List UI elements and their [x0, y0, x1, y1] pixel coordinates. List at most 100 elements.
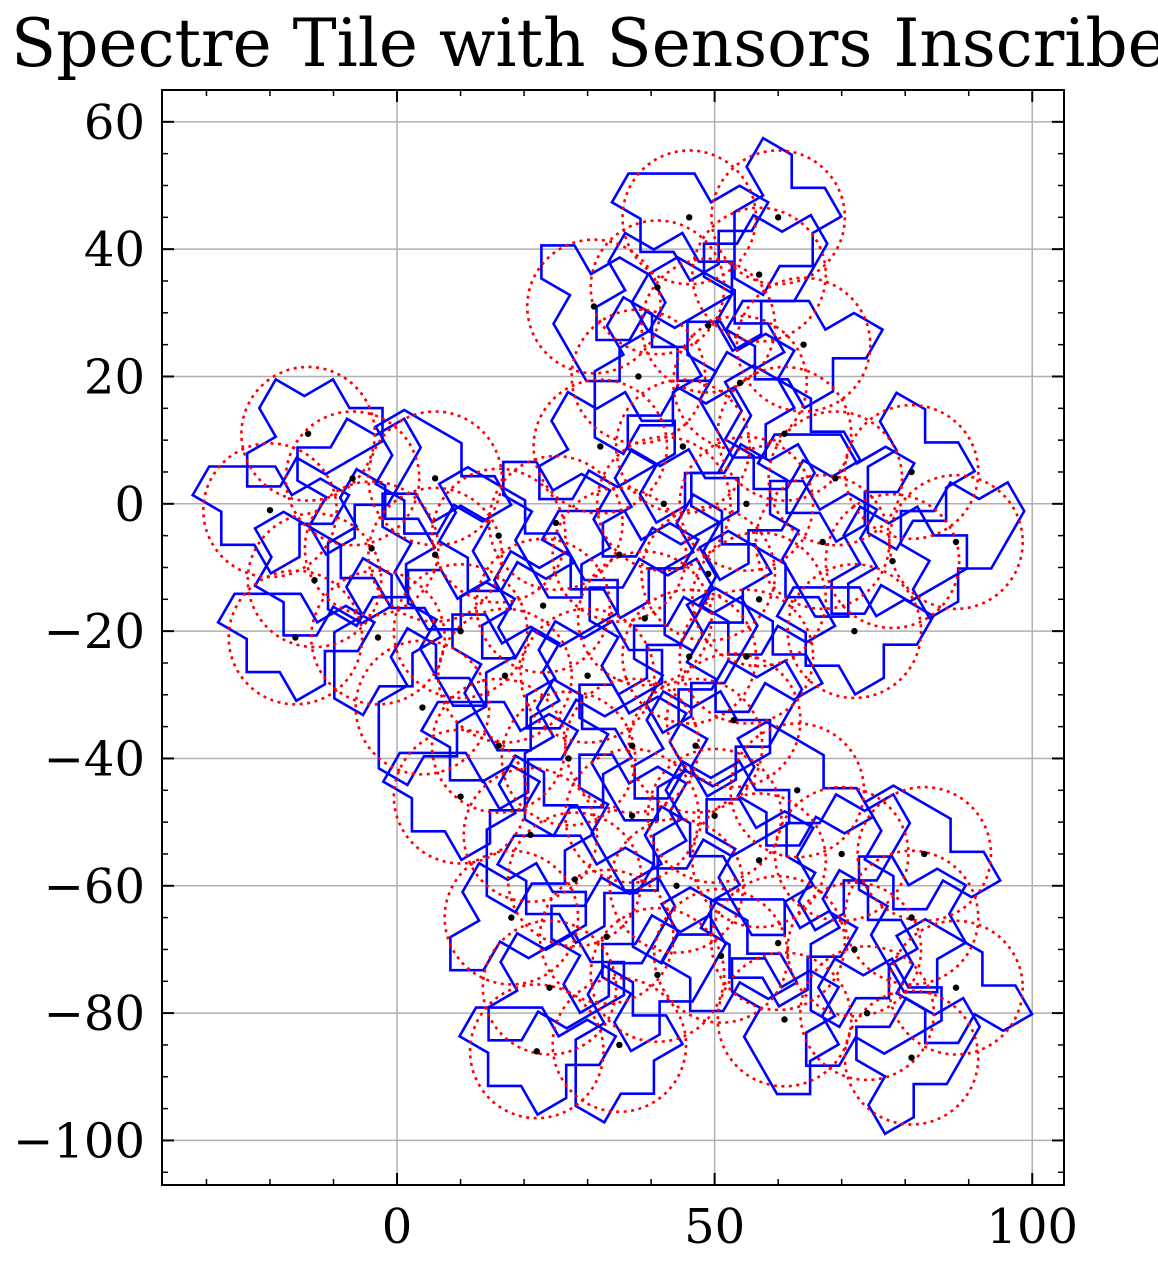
sensor-point	[800, 341, 807, 348]
sensor-point	[603, 933, 610, 940]
tile-outline	[381, 751, 542, 862]
sensor-circle	[367, 410, 504, 547]
sensor-circle	[691, 206, 828, 343]
tile-outline	[550, 875, 677, 1015]
tile-outline	[216, 592, 377, 703]
tile-outline	[538, 390, 677, 501]
sensor-circle	[367, 486, 504, 623]
sensor-point	[908, 468, 915, 476]
sensor-circle	[437, 607, 574, 744]
tile-outline	[332, 556, 443, 717]
sensor-circle	[519, 607, 656, 744]
tile-outline	[857, 855, 968, 994]
sensor-point	[673, 882, 680, 889]
sensor-circle	[246, 512, 383, 649]
x-tick-label: 0	[382, 1199, 413, 1255]
sensor-circle	[856, 785, 993, 923]
sensor-circle	[672, 314, 809, 451]
sensor-point	[686, 214, 693, 221]
tile-outline	[733, 136, 844, 297]
sensor-point	[368, 545, 375, 552]
sensor-point	[565, 755, 572, 762]
tile-outline	[724, 299, 885, 410]
sensor-point	[908, 1054, 915, 1061]
tile-outline	[593, 295, 704, 456]
sensor-circle	[678, 435, 815, 572]
tile-outline	[863, 784, 1002, 911]
sensor-circle	[570, 308, 707, 445]
sensor-circle	[551, 486, 688, 623]
sensor-circle	[640, 257, 777, 394]
tile-outline	[736, 720, 875, 847]
sensor-circle	[843, 403, 980, 541]
y-tick-label: 60	[84, 95, 145, 151]
sensor-circle	[665, 652, 802, 789]
sensor-point	[774, 214, 782, 221]
sensor-circle	[500, 690, 637, 827]
y-tick-label: −80	[44, 986, 145, 1042]
sensor-circle	[767, 410, 904, 547]
sensor-point	[711, 812, 718, 819]
tile-outline	[190, 465, 351, 576]
axes-frame	[161, 89, 1065, 1186]
sensor-point	[431, 551, 439, 558]
sensor-point	[616, 551, 623, 558]
sensor-circle	[888, 919, 1025, 1056]
sensor-circle	[240, 365, 377, 502]
sensor-circle	[468, 983, 605, 1120]
tile-outline	[866, 391, 977, 552]
sensor-point	[921, 850, 928, 858]
sensor-point	[374, 634, 382, 641]
sensor-circle	[716, 365, 853, 502]
sensor-circle	[729, 722, 866, 859]
y-tick-label: −20	[44, 604, 145, 660]
sensor-point	[349, 475, 356, 482]
sensor-circle	[710, 149, 847, 286]
sensor-point	[819, 538, 826, 546]
y-tick-label: 40	[84, 222, 145, 278]
tile-outline	[702, 213, 829, 353]
sensor-point	[863, 1009, 871, 1017]
tile-outline	[480, 549, 619, 660]
sensor-point	[889, 557, 896, 565]
sensor-circle	[227, 569, 364, 706]
sensor-point	[501, 672, 509, 679]
sensor-point	[730, 717, 737, 724]
tile-outline	[768, 479, 879, 618]
sensor-point	[755, 271, 763, 278]
tile-outline	[574, 963, 685, 1125]
tile-outline	[485, 753, 596, 915]
sensor-circle	[824, 492, 961, 630]
sensor-point	[311, 577, 318, 584]
sensor-point	[304, 430, 312, 437]
sensor-circle	[487, 454, 624, 592]
sensor-circle	[430, 467, 567, 604]
tile-outline	[610, 172, 770, 283]
sensor-circle	[589, 906, 726, 1044]
sensor-point	[654, 971, 661, 979]
sensor-circle	[430, 677, 567, 814]
sensor-point	[628, 812, 636, 819]
sensor-circle	[710, 874, 847, 1012]
sensor-point	[546, 984, 553, 991]
sensor-point	[908, 914, 915, 921]
sensor-circle	[773, 785, 910, 923]
sensor-circle	[627, 677, 764, 814]
sensor-point	[743, 500, 750, 508]
sensor-point	[660, 500, 668, 508]
tile-outline	[601, 447, 740, 558]
sensor-point	[457, 793, 464, 800]
tile-outline	[501, 460, 612, 599]
sensor-point	[755, 596, 763, 603]
sensor-point	[794, 787, 801, 794]
sensor-circle	[843, 849, 980, 986]
tile-outline	[631, 804, 742, 965]
tile-outline	[689, 442, 817, 582]
sensor-circle	[481, 919, 618, 1056]
sensor-circle	[443, 849, 580, 986]
sensor-circle	[716, 951, 853, 1088]
sensor-point	[736, 379, 744, 387]
sensor-circle	[538, 868, 675, 1005]
tile-outline	[647, 255, 786, 383]
sensor-point	[755, 857, 763, 864]
